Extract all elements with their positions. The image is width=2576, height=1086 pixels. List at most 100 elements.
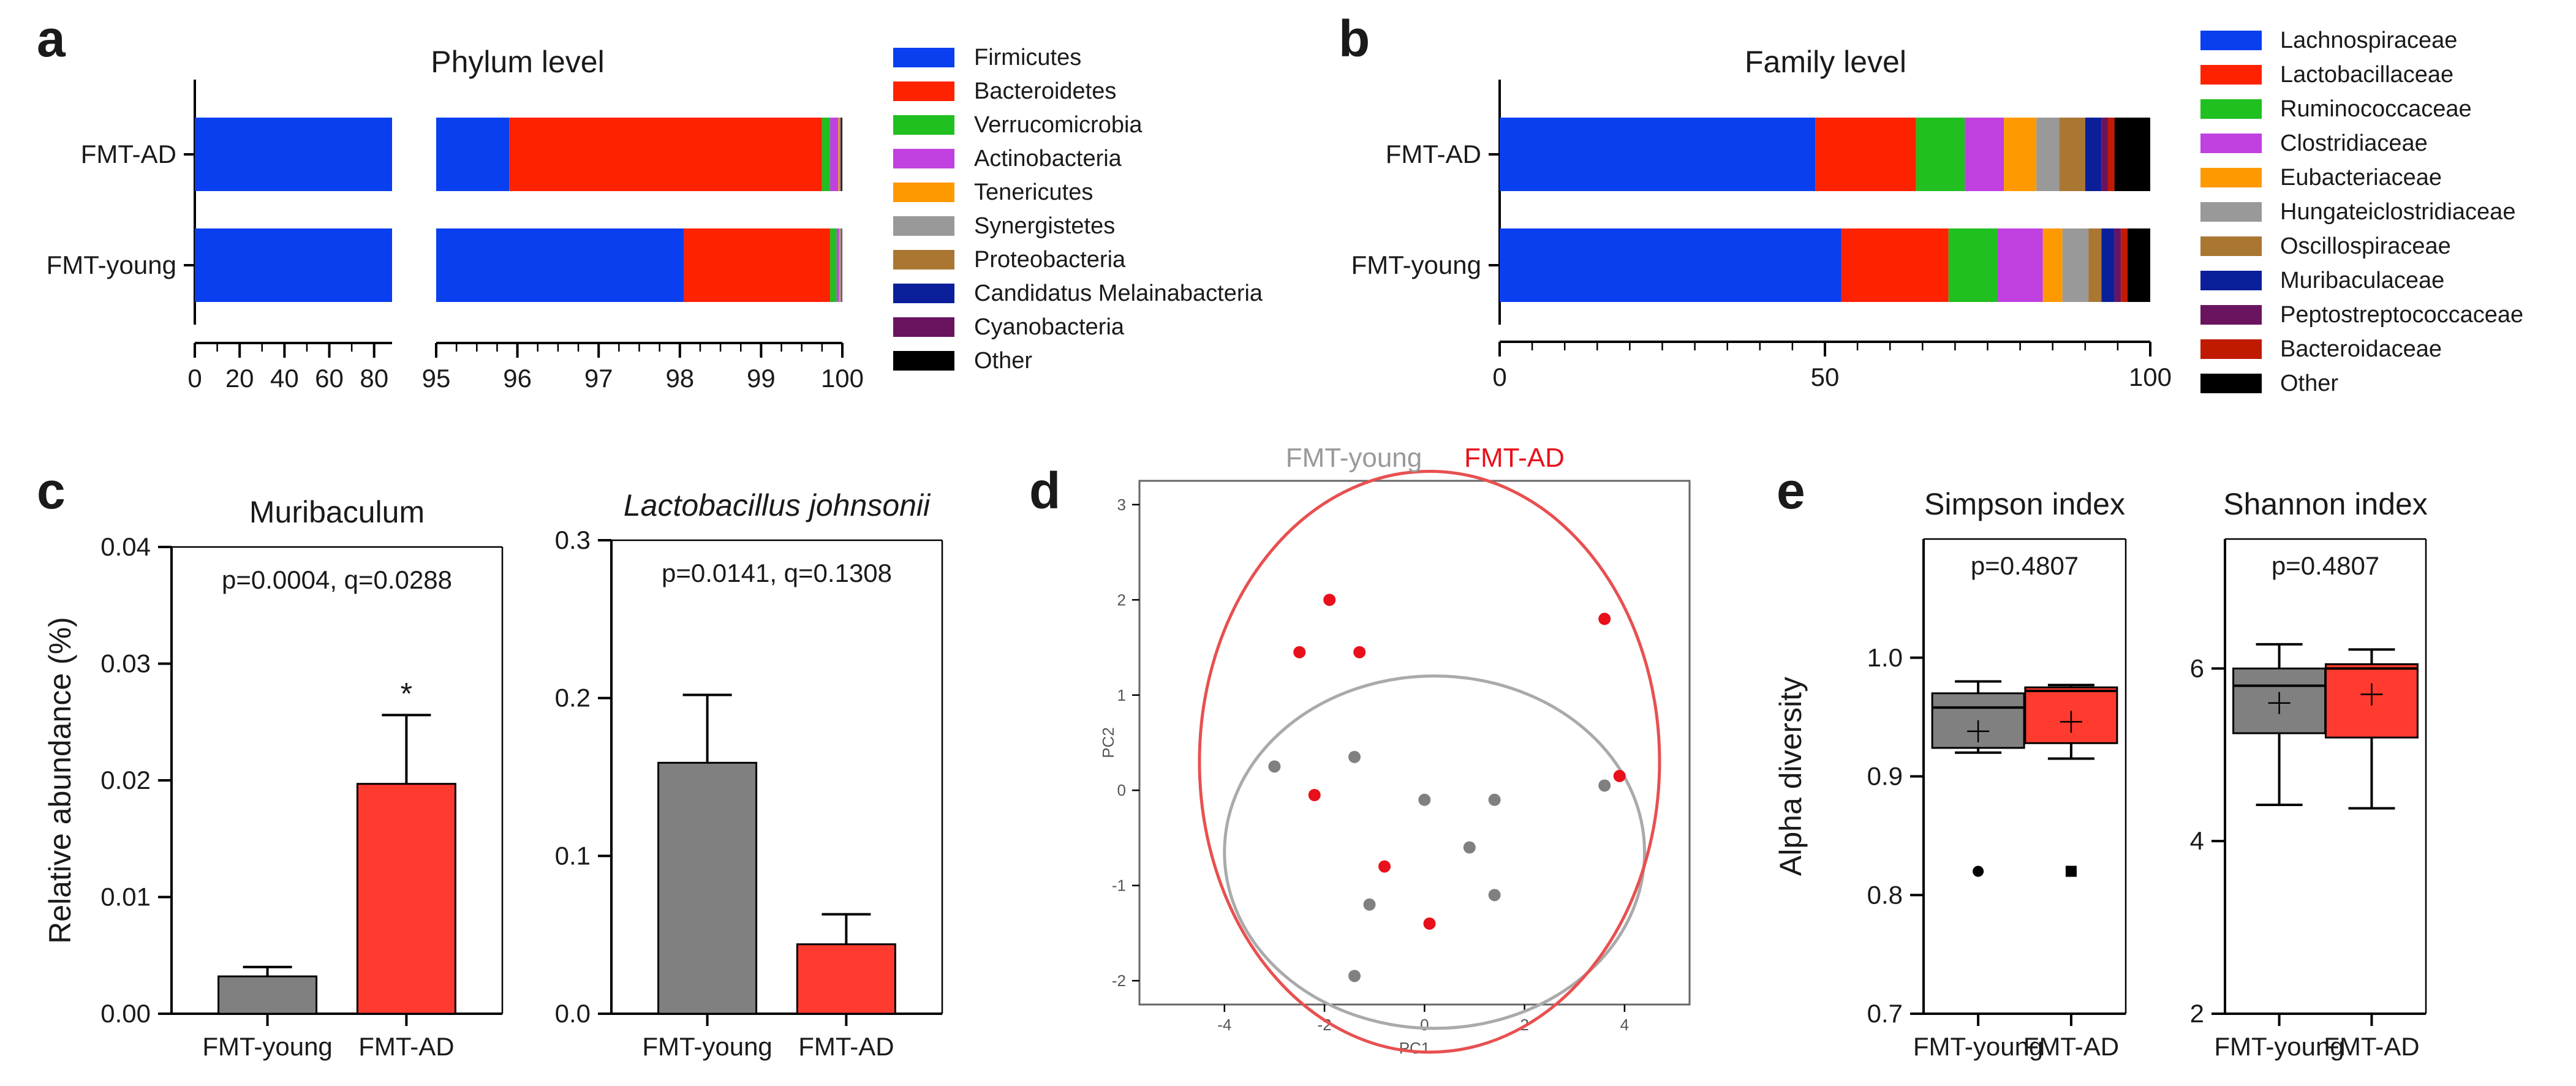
panel-a-legend-swatch — [893, 81, 954, 101]
panel-b-x-tick-label: 50 — [1811, 363, 1840, 391]
c1-y-tick-label: 0.02 — [100, 766, 151, 794]
panel-d-y-tick-label: 0 — [1117, 781, 1126, 799]
panel-a-bar-verrucomicrobia — [822, 118, 831, 191]
panel-b-legend-label: Peptostreptococcaceae — [2280, 302, 2523, 328]
c1-title: Muribaculum — [249, 495, 425, 529]
panel-a-legend-label: Bacteroidetes — [974, 78, 1116, 104]
panel-d-point-fmt-young — [1488, 793, 1501, 806]
panel-d-point-fmt-ad — [1598, 613, 1611, 625]
panel-b-legend-label: Ruminococcaceae — [2280, 96, 2472, 122]
panel-b-bar-hungateiclostridiaceae — [2036, 118, 2060, 191]
panel-b-legend-label: Bacteroidaceae — [2280, 336, 2442, 362]
panel-b-legend-label: Oscillospiraceae — [2280, 233, 2451, 259]
c1-y-tick-label: 0.03 — [100, 649, 151, 678]
c2-bar-fmt-young — [657, 761, 758, 1015]
panel-a-x-tick-label: 96 — [503, 364, 532, 393]
panel-d-point-fmt-ad — [1353, 646, 1366, 658]
panel-d-point-fmt-young — [1418, 793, 1431, 806]
panel-d-y-tick-label: 1 — [1117, 686, 1126, 704]
panel-b-bar-oscillospiraceae — [2088, 228, 2102, 302]
panel-b-x-tick-label: 100 — [2129, 363, 2172, 391]
panel-b-legend-label: Other — [2280, 371, 2338, 396]
panel-b-legend-swatch — [2200, 202, 2262, 222]
panel-a-bar-cyanobacteria — [841, 118, 842, 191]
panel-a-bar-firmicutes — [436, 118, 510, 191]
panel-a-bar-tenericutes — [838, 118, 839, 191]
panel-a-legend-swatch — [893, 317, 954, 337]
panel-label-d: d — [1029, 462, 1060, 519]
e2-y-tick-label: 2 — [2190, 999, 2204, 1028]
panel-d-x-tick-label: -2 — [1317, 1016, 1331, 1034]
panel-d-point-fmt-young — [1363, 898, 1376, 911]
panel-a-legend-swatch — [893, 115, 954, 135]
panel-b-bar-muribaculaceae — [2101, 228, 2115, 302]
c1-category-label: FMT-AD — [358, 1032, 454, 1061]
panel-d-point-fmt-young — [1348, 970, 1361, 982]
c1-bar-fmt-ad — [356, 783, 456, 1015]
e1-outlier — [2065, 865, 2077, 877]
panel-b-legend-label: Muribaculaceae — [2280, 268, 2444, 293]
panel-label-e: e — [1777, 462, 1805, 519]
e1-y-tick-label: 0.8 — [1867, 880, 1903, 909]
panel-d-point-fmt-ad — [1323, 594, 1336, 606]
panel-a-x-tick-label: 99 — [747, 364, 776, 393]
panel-b-bar-hungateiclostridiaceae — [2062, 228, 2089, 302]
panel-b-legend-label: Eubacteriaceae — [2280, 165, 2442, 190]
panel-a-x-tick-label: 0 — [187, 364, 202, 393]
panel-b-bar-lachnospiraceae — [1500, 118, 1816, 191]
panel-b-category-label: FMT-AD — [1386, 140, 1481, 168]
panel-b-legend-swatch — [2200, 31, 2262, 50]
panel-b-bar-oscillospiraceae — [2059, 118, 2085, 191]
panel-a-x-tick-label: 40 — [270, 364, 299, 393]
panel-d-y-tick-label: -1 — [1112, 877, 1126, 895]
c2-bar-fmt-ad — [796, 943, 896, 1015]
panel-a-legend-label: Cyanobacteria — [974, 314, 1125, 340]
e1-y-tick-label: 0.9 — [1867, 762, 1903, 791]
panel-a-legend-label: Verrucomicrobia — [974, 112, 1143, 138]
panel-b-legend-swatch — [2200, 305, 2262, 325]
panel-a-bar-left-fmt-young — [195, 228, 392, 302]
panel-b-bar-clostridiaceae — [1965, 118, 2004, 191]
e1-category-label: FMT-young — [1913, 1032, 2043, 1061]
panel-a-legend-swatch — [893, 284, 954, 303]
panel-b-bar-bacteroidaceae — [2121, 228, 2128, 302]
e2-category-label: FMT-young — [2214, 1032, 2344, 1061]
panel-d-ellipse-fmt-ad — [1198, 469, 1661, 1054]
panel-d-ellipse-fmt-young — [1223, 674, 1647, 1030]
panel-b-bar-other — [2114, 118, 2150, 191]
c2-category-label: FMT-AD — [798, 1032, 894, 1061]
panel-b-legend-label: Clostridiaceae — [2280, 130, 2428, 156]
panel-a-category-label: FMT-young — [47, 251, 176, 279]
panel-d-point-fmt-ad — [1308, 789, 1321, 801]
panel-b-bar-lactobacillaceae — [1841, 228, 1949, 302]
panel-b-bar-other — [2127, 228, 2150, 302]
c1-stat-text: p=0.0004, q=0.0288 — [222, 565, 452, 594]
panel-a-x-tick-label: 60 — [315, 364, 344, 393]
panel-a-x-tick-label: 80 — [360, 364, 388, 393]
panel-a-legend-swatch — [893, 183, 954, 202]
panel-b-legend-swatch — [2200, 134, 2262, 153]
panel-a-bar-actinobacteria — [836, 228, 839, 302]
panel-a-bar-candidatus-melainabacteria — [840, 118, 842, 191]
panel-d-y-axis-label: PC2 — [1099, 727, 1117, 758]
e2-title: Shannon index — [2223, 487, 2428, 521]
panel-a-legend-swatch — [893, 351, 954, 371]
c2-stat-text: p=0.0141, q=0.1308 — [662, 559, 892, 587]
panel-a-legend-label: Tenericutes — [974, 179, 1093, 205]
panel-a-bar-tenericutes — [839, 228, 840, 302]
panel-b-bar-clostridiaceae — [1997, 228, 2043, 302]
panel-b-bar-bacteroidaceae — [2107, 118, 2115, 191]
panel-d-x-tick-label: -4 — [1217, 1016, 1231, 1034]
e2-y-tick-label: 4 — [2190, 826, 2204, 855]
panel-b-bar-muribaculaceae — [2085, 118, 2102, 191]
panel-b-legend-swatch — [2200, 271, 2262, 290]
panel-label-c: c — [37, 462, 66, 519]
panel-b-bar-ruminococcaceae — [1948, 228, 1998, 302]
panel-d-point-fmt-young — [1488, 889, 1501, 902]
panel-b-bar-eubacteriaceae — [2042, 228, 2063, 302]
panel-a-bar-firmicutes — [436, 228, 684, 302]
panel-a-x-tick-label: 97 — [584, 364, 613, 393]
panel-a-legend-label: Firmicutes — [974, 45, 1081, 70]
panel-label-a: a — [37, 10, 66, 67]
panel-a-bar-left-fmt-ad — [195, 118, 392, 191]
